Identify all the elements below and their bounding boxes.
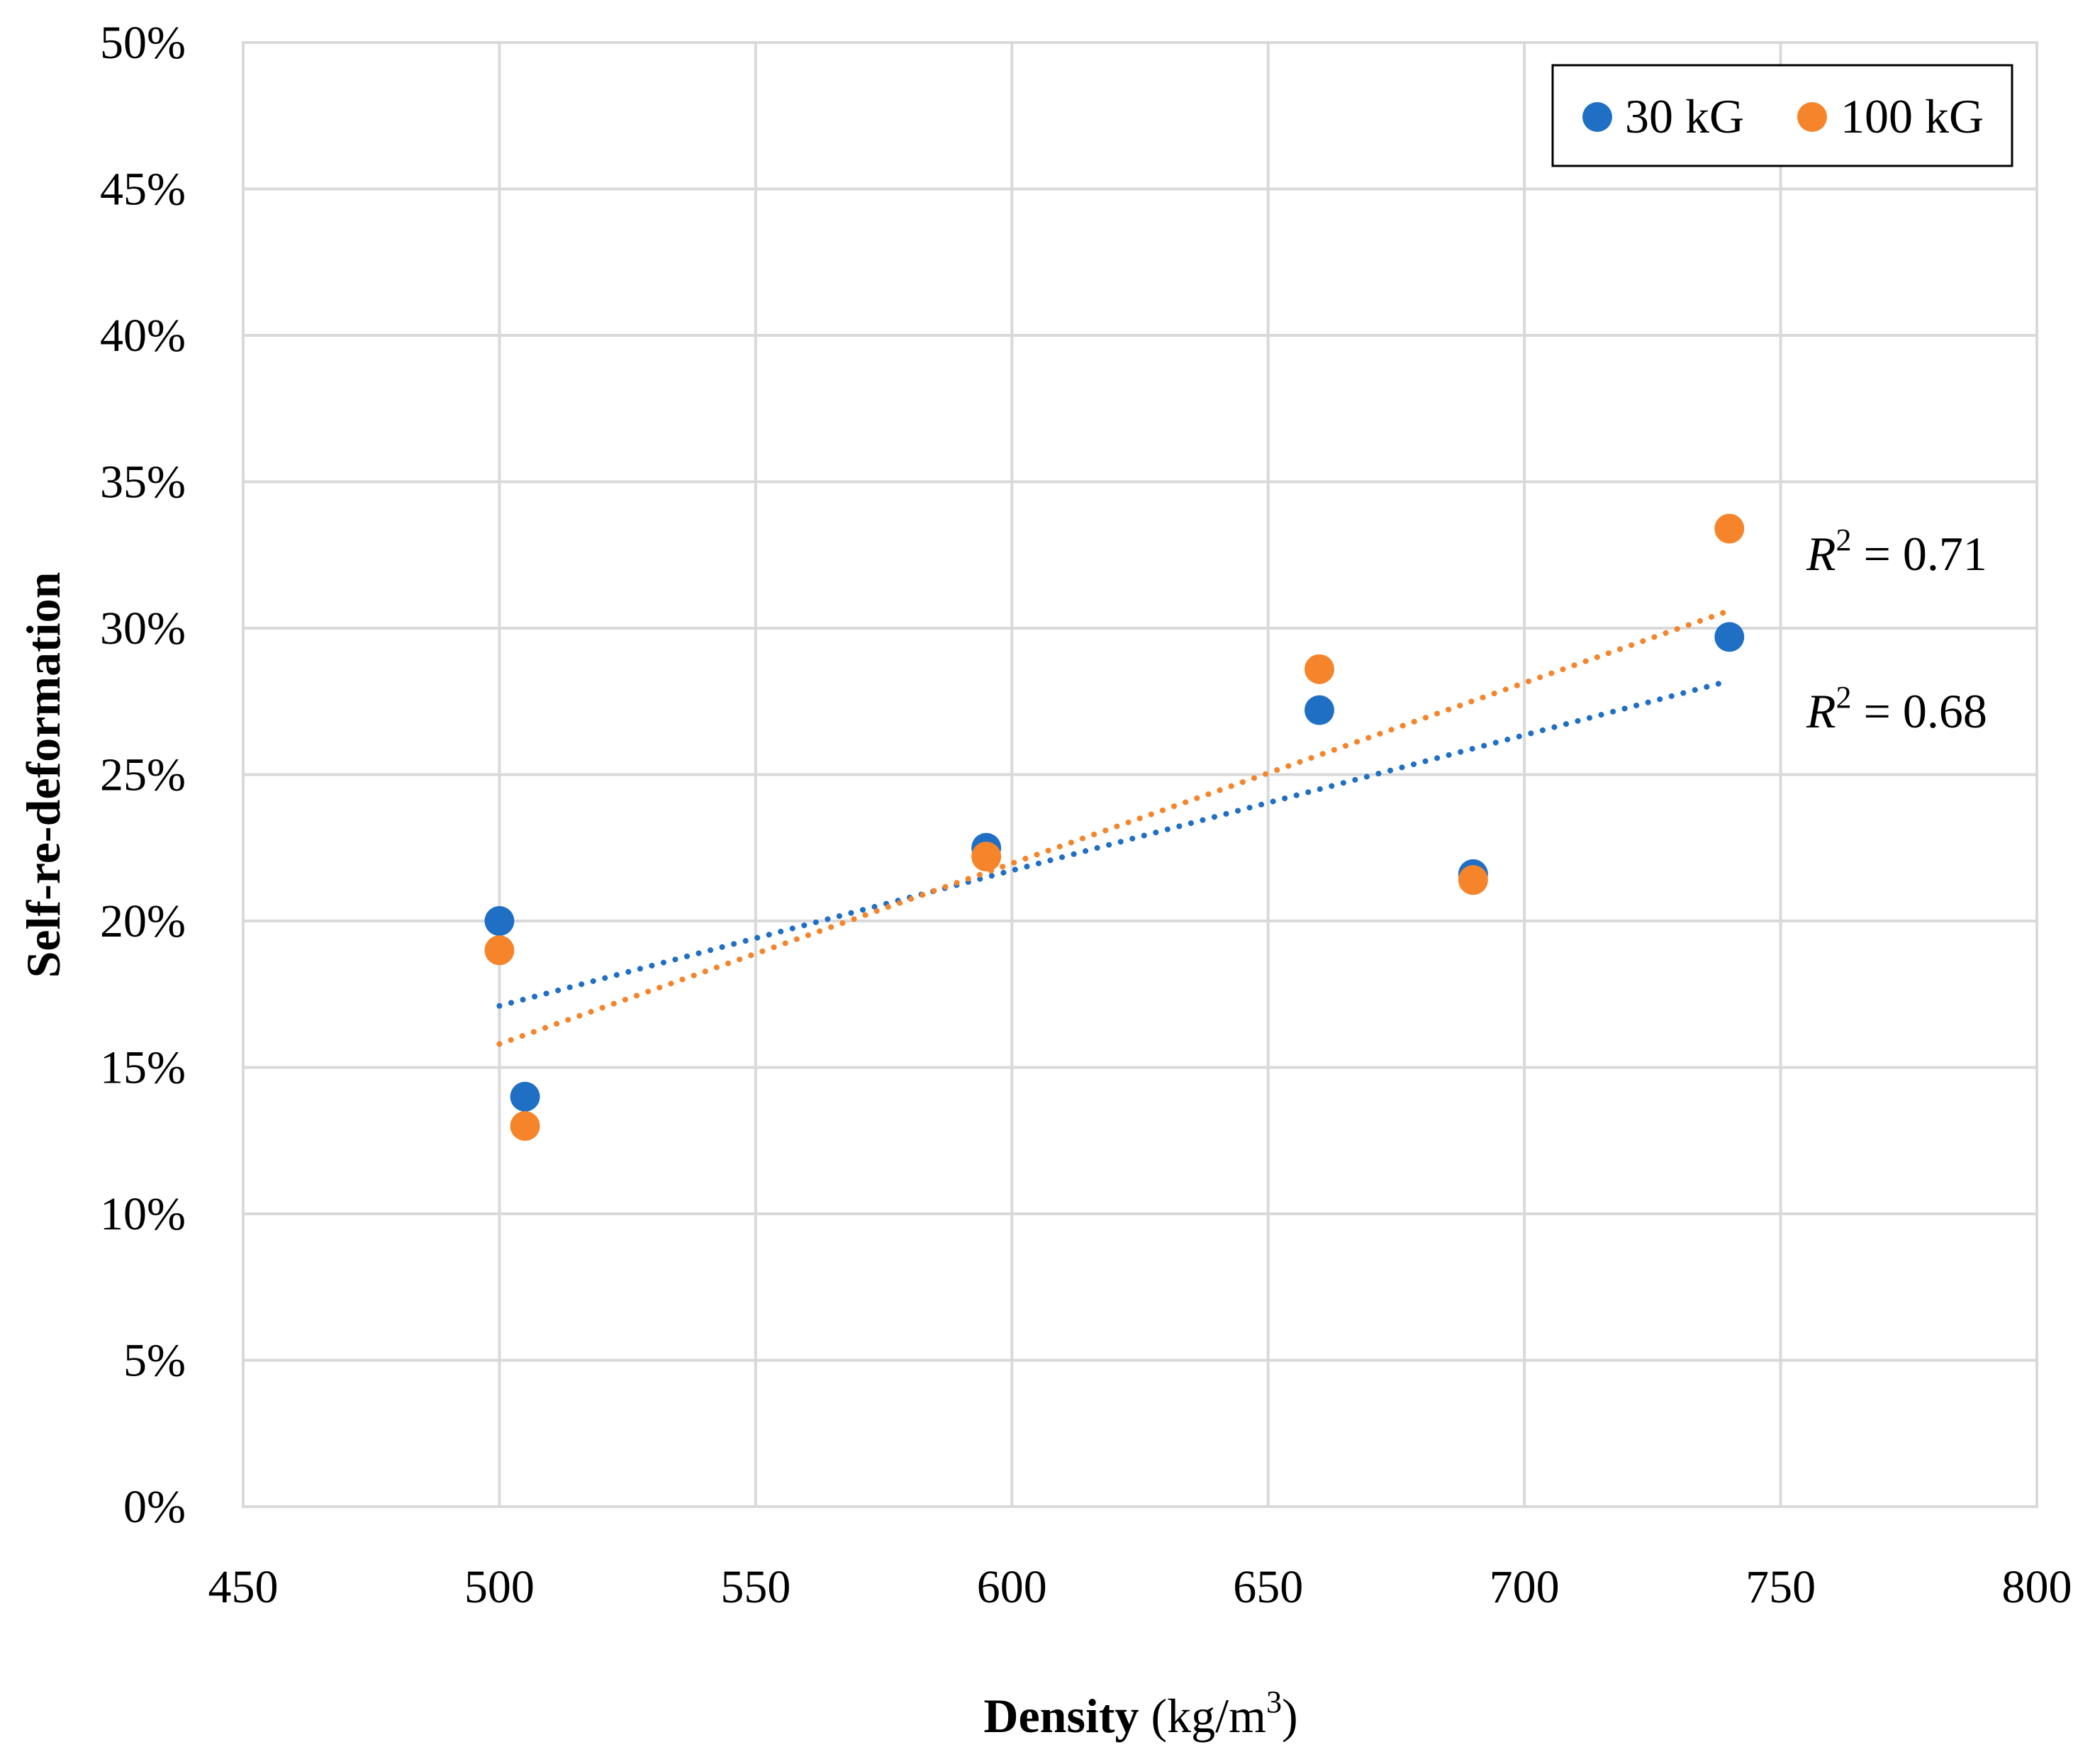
r2-100kg-value: = 0.71 [1852, 527, 1987, 581]
legend: 30 kG 100 kG [1551, 64, 2013, 167]
data-point-series-1 [1458, 865, 1488, 895]
y-axis-title: Self-re-deformation [16, 572, 70, 978]
trendlines [496, 608, 1733, 1047]
data-point-series-0 [1305, 695, 1334, 725]
x-tick-label: 450 [208, 1561, 279, 1613]
y-tick-label: 30% [100, 603, 186, 654]
legend-marker-30kg [1582, 102, 1612, 132]
legend-marker-100kg [1797, 102, 1827, 132]
data-point-series-1 [484, 935, 515, 966]
data-point-series-1 [510, 1111, 540, 1141]
y-tick-label: 45% [100, 164, 186, 216]
data-point-series-1 [971, 842, 1002, 872]
r2-label-100kg: R2 = 0.71 [1806, 523, 1987, 581]
y-tick-label: 15% [100, 1042, 186, 1094]
grid-lines [242, 41, 2038, 1508]
r2-30kg-value: = 0.68 [1852, 684, 1987, 738]
x-tick-label: 550 [720, 1561, 790, 1613]
y-axis-ticks: 0% 5% 10% 15% 20% 25% 30% 35% 40% 45% 50% [100, 17, 186, 1533]
plot-area [242, 41, 2038, 1508]
x-tick-label: 800 [2002, 1561, 2072, 1613]
y-tick-label: 0% [123, 1481, 186, 1533]
x-axis-title-unit: (kg/m [1139, 1689, 1266, 1743]
y-tick-label: 40% [100, 310, 186, 362]
x-axis-title: Density (kg/m3) [983, 1685, 1297, 1743]
x-tick-label: 750 [1745, 1561, 1816, 1613]
x-axis-title-sup: 3 [1266, 1685, 1282, 1719]
r2-label-30kg: R2 = 0.68 [1806, 680, 1987, 738]
trendline-series-0 [496, 678, 1733, 1009]
y-tick-label: 20% [100, 895, 186, 947]
x-axis-title-close: ) [1282, 1689, 1298, 1743]
trendline-series-1 [496, 608, 1733, 1047]
data-point-series-0 [510, 1081, 540, 1112]
x-tick-label: 700 [1490, 1561, 1560, 1613]
x-tick-label: 600 [977, 1561, 1047, 1613]
x-tick-label: 650 [1233, 1561, 1303, 1613]
y-tick-label: 25% [100, 749, 186, 801]
x-axis-ticks: 450 500 550 600 650 700 750 800 [208, 1561, 2072, 1613]
y-tick-label: 10% [100, 1188, 186, 1240]
legend-label-30kg: 30 kG [1625, 89, 1744, 143]
r2-30kg-r: R [1806, 684, 1836, 738]
r2-30kg-sup: 2 [1836, 680, 1852, 715]
data-point-series-0 [484, 906, 515, 936]
x-axis-title-bold: Density [983, 1689, 1139, 1743]
y-tick-label: 50% [100, 17, 186, 69]
data-point-series-1 [1305, 654, 1334, 684]
data-point-series-1 [1714, 513, 1745, 544]
x-tick-label: 500 [464, 1561, 535, 1613]
y-tick-label: 35% [100, 457, 186, 508]
legend-label-100kg: 100 kG [1840, 89, 1984, 143]
r2-100kg-r: R [1806, 527, 1836, 581]
data-point-series-0 [1714, 622, 1745, 652]
r2-100kg-sup: 2 [1836, 523, 1852, 557]
y-tick-label: 5% [123, 1335, 186, 1387]
legend-box [1551, 64, 2013, 167]
data-points [484, 513, 1745, 1141]
